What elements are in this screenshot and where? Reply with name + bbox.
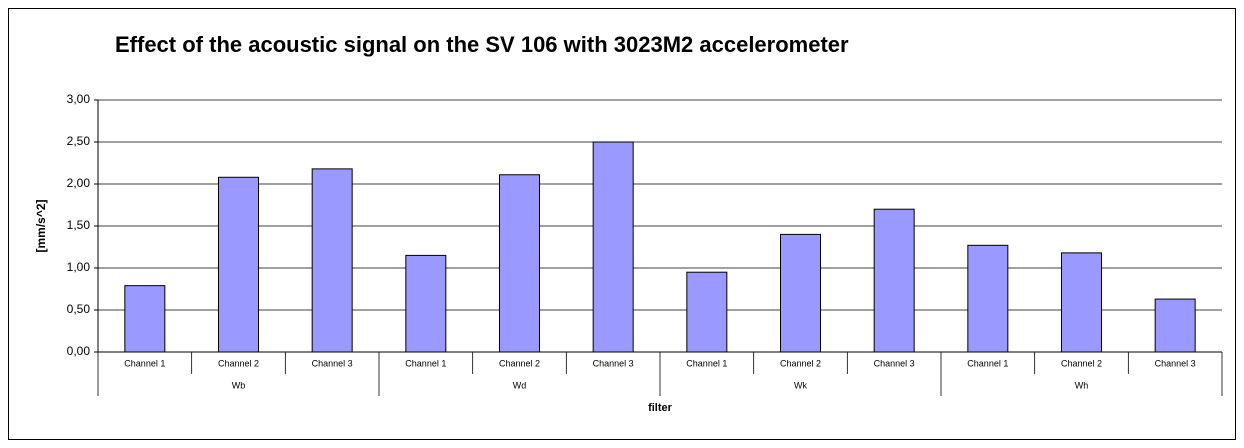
x-tick-label: Channel 1: [967, 358, 1008, 368]
y-tick-label: 0,00: [67, 344, 91, 358]
x-tick-label: Channel 2: [218, 358, 259, 368]
x-tick-label: Channel 1: [686, 358, 727, 368]
x-tick-label: Channel 3: [312, 358, 353, 368]
bar: [311, 168, 353, 353]
bar: [218, 176, 259, 353]
y-tick-label: 0,50: [67, 302, 91, 316]
y-tick-label: 3,00: [67, 92, 91, 106]
x-tick-label: Channel 2: [499, 358, 540, 368]
bar: [873, 208, 915, 353]
x-axis-label: filter: [648, 402, 673, 414]
bar: [780, 233, 821, 353]
bar: [1154, 298, 1196, 353]
group-label: Wb: [232, 380, 246, 390]
x-tick-label: Channel 3: [593, 358, 634, 368]
group-label: Wd: [513, 380, 527, 390]
group-label: Wk: [794, 380, 807, 390]
y-tick-label: 2,00: [67, 176, 91, 190]
x-tick-label: Channel 1: [405, 358, 446, 368]
bar: [499, 174, 540, 353]
bar: [405, 254, 447, 353]
x-tick-label: Channel 3: [1155, 358, 1196, 368]
x-tick-label: Channel 2: [780, 358, 821, 368]
bar: [124, 285, 166, 353]
y-tick-label: 1,50: [67, 218, 91, 232]
bar: [592, 141, 634, 353]
group-label: Wh: [1075, 380, 1089, 390]
y-tick-label: 2,50: [67, 134, 91, 148]
x-tick-label: Channel 2: [1061, 358, 1102, 368]
y-axis-label: [mm/s^2]: [34, 199, 48, 252]
y-tick-label: 1,00: [67, 260, 91, 274]
x-tick-label: Channel 3: [874, 358, 915, 368]
x-tick-label: Channel 1: [124, 358, 165, 368]
chart-title: Effect of the acoustic signal on the SV …: [115, 32, 849, 57]
bar: [686, 271, 728, 353]
bar: [967, 244, 1009, 353]
bar: [1061, 252, 1102, 353]
